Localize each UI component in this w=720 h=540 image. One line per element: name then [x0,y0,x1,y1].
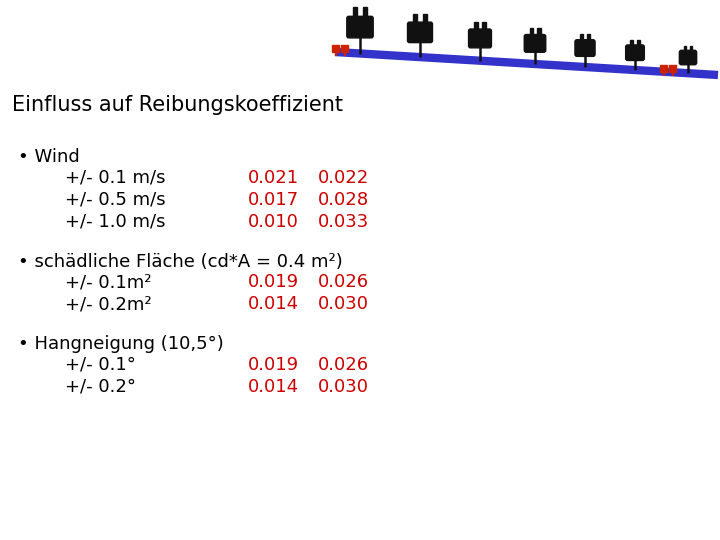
Bar [482,22,486,31]
Bar [332,45,339,52]
FancyBboxPatch shape [626,45,644,60]
Text: 0.030: 0.030 [318,295,369,313]
FancyBboxPatch shape [408,22,433,43]
Text: • Hangneigung (10,5°): • Hangneigung (10,5°) [18,335,224,353]
FancyBboxPatch shape [524,35,546,52]
Bar [690,46,692,52]
Bar [353,7,357,18]
Text: 0.033: 0.033 [318,213,369,231]
Text: +/- 0.1 m/s: +/- 0.1 m/s [65,168,166,187]
FancyBboxPatch shape [575,40,595,56]
Bar [580,33,583,42]
Bar [529,28,533,37]
Text: +/- 0.1°: +/- 0.1° [65,356,136,374]
FancyBboxPatch shape [347,16,373,38]
Bar [423,14,426,24]
Text: 0.026: 0.026 [318,356,369,374]
Text: Einfluss auf Reibungskoeffizient: Einfluss auf Reibungskoeffizient [12,95,343,115]
Bar [637,39,639,47]
Bar [669,65,676,72]
Text: • schädliche Fläche (cd*A = 0.4 m²): • schädliche Fläche (cd*A = 0.4 m²) [18,253,343,271]
Bar [537,28,541,37]
Text: • Wind: • Wind [18,148,80,166]
Text: 0.026: 0.026 [318,273,369,291]
FancyBboxPatch shape [469,29,492,48]
Text: 0.030: 0.030 [318,378,369,396]
Text: 0.021: 0.021 [248,168,299,187]
Text: +/- 0.5 m/s: +/- 0.5 m/s [65,191,166,208]
Text: 0.019: 0.019 [248,273,299,291]
Bar [660,65,667,72]
Bar [363,7,367,18]
Text: 0.010: 0.010 [248,213,299,231]
FancyBboxPatch shape [680,50,697,65]
Text: 0.019: 0.019 [248,356,299,374]
Text: 0.014: 0.014 [248,378,299,396]
Text: +/- 1.0 m/s: +/- 1.0 m/s [65,213,166,231]
Bar [413,14,418,24]
Text: +/- 0.1m²: +/- 0.1m² [65,273,151,291]
Bar [474,22,477,31]
Text: 0.014: 0.014 [248,295,299,313]
Bar [341,45,348,52]
Text: 0.017: 0.017 [248,191,299,208]
Bar [684,46,686,52]
Text: 0.028: 0.028 [318,191,369,208]
Bar [587,33,590,42]
Text: +/- 0.2m²: +/- 0.2m² [65,295,152,313]
Text: 0.022: 0.022 [318,168,369,187]
Text: +/- 0.2°: +/- 0.2° [65,378,136,396]
Bar [631,39,633,47]
